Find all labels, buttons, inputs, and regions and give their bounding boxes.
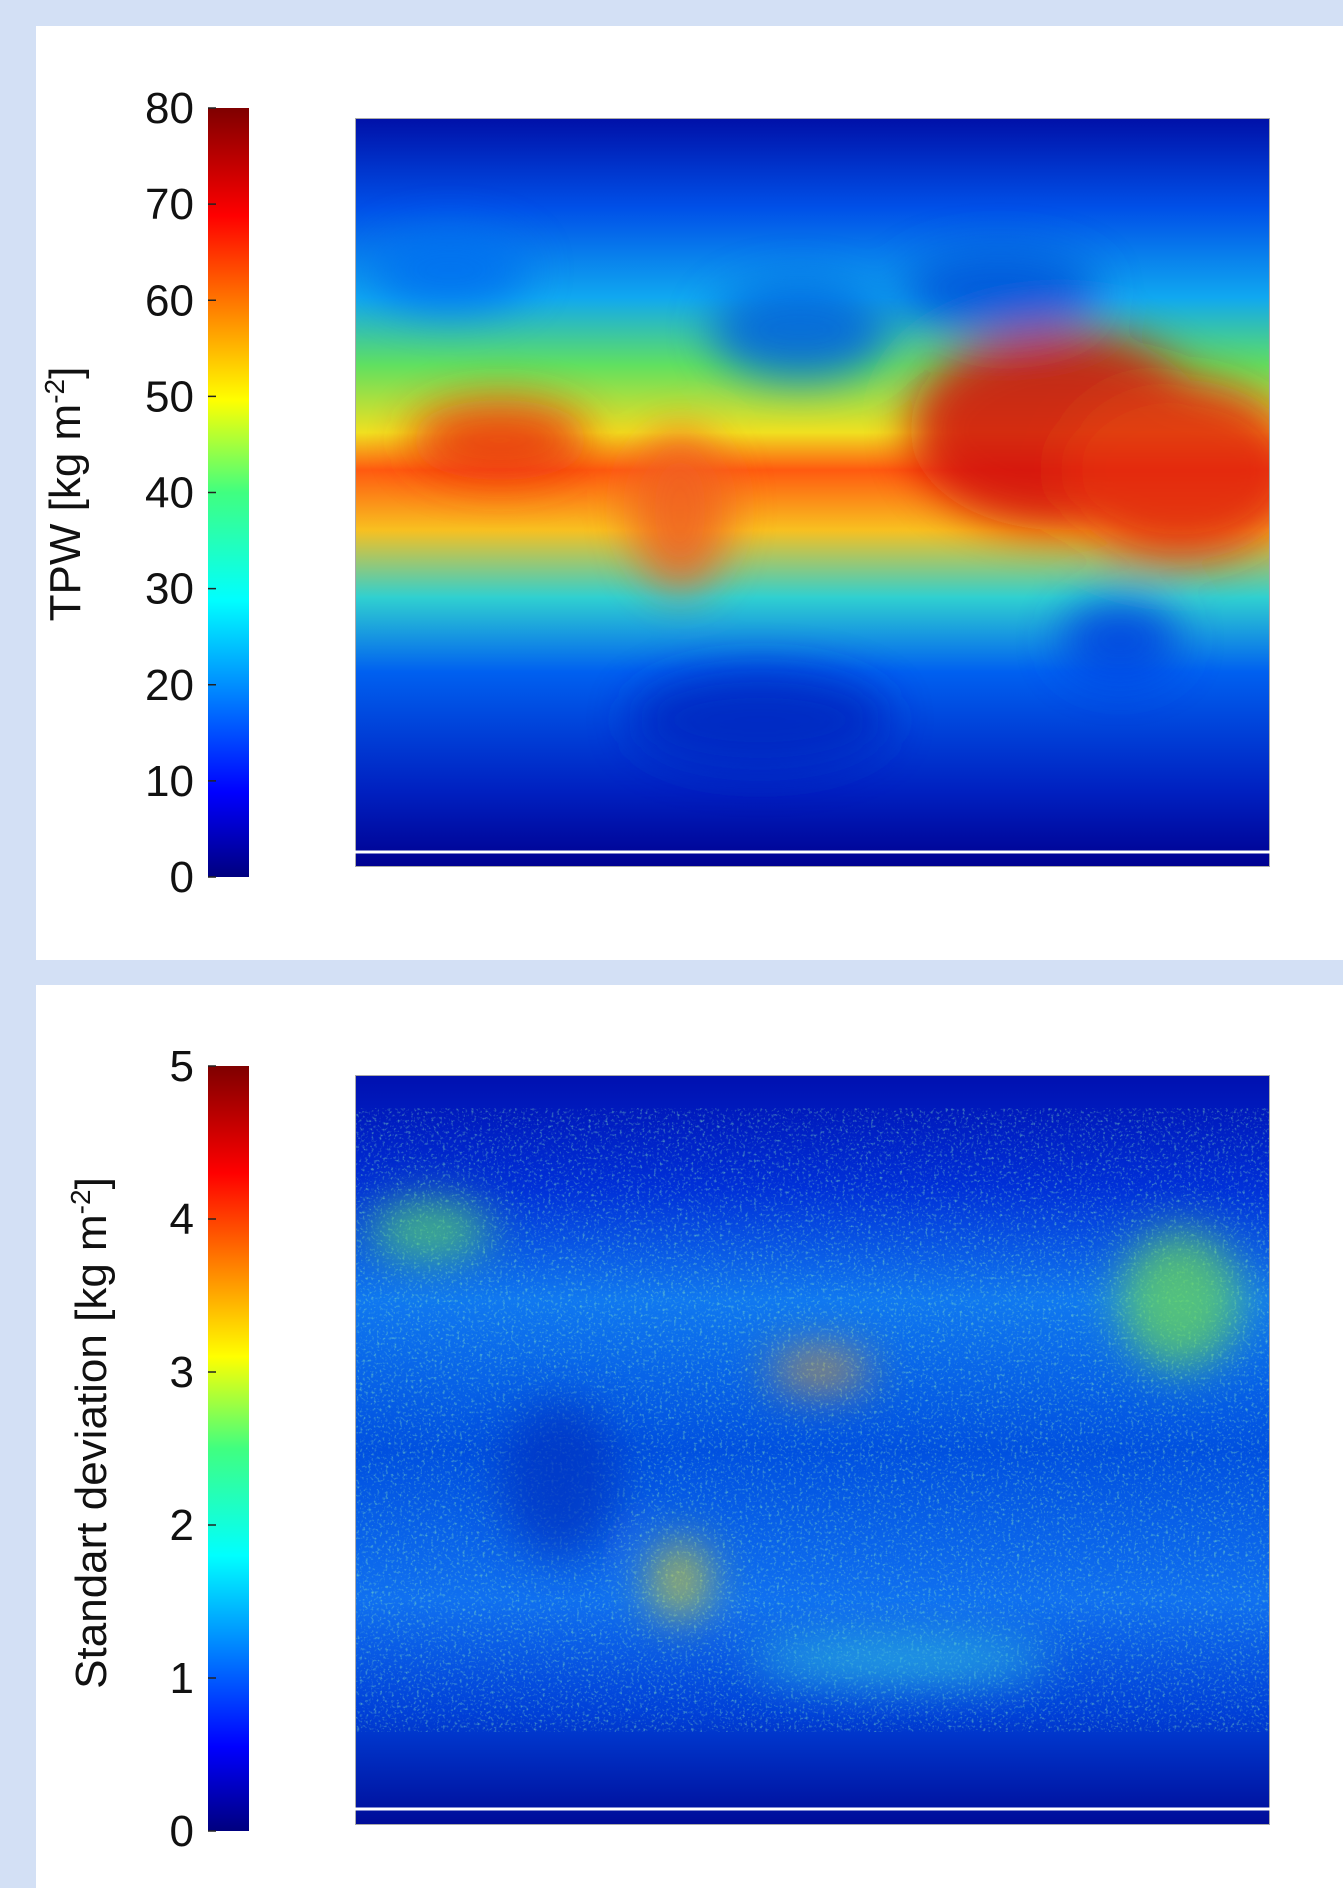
colorbar-label: TPW [kg m-2] — [39, 367, 90, 622]
label-superscript: -2 — [65, 1189, 96, 1214]
colorbar-tick-label: 20 — [145, 661, 194, 710]
std-map — [355, 1075, 1270, 1825]
colorbar-tick-label: 3 — [170, 1348, 194, 1397]
colorbar-tick-label: 0 — [170, 1807, 194, 1856]
label-suffix: ] — [67, 1177, 116, 1189]
colorbar-tick-label: 0 — [170, 853, 194, 902]
label-text: TPW [kg m — [41, 404, 90, 622]
colorbar-tick-label: 1 — [170, 1654, 194, 1703]
label-text: Standart deviation [kg m — [67, 1214, 116, 1688]
colorbar-tick-label: 40 — [145, 469, 194, 518]
tpw-map — [355, 118, 1270, 867]
colorbar-tick-label: 60 — [145, 276, 194, 325]
colorbar-tick-label: 4 — [170, 1195, 194, 1244]
label-suffix: ] — [41, 367, 90, 379]
colorbar-tick-label: 5 — [170, 1042, 194, 1091]
colorbar-tick-label: 80 — [145, 84, 194, 133]
label-superscript: -2 — [39, 379, 70, 404]
colorbar-tick-label: 70 — [145, 180, 194, 229]
colorbar-tick-label: 30 — [145, 565, 194, 614]
colorbar-tick-label: 10 — [145, 757, 194, 806]
colorbar-tick-label: 50 — [145, 372, 194, 421]
colorbar-label: Standart deviation [kg m-2] — [65, 1177, 116, 1689]
colorbar-tick-label: 2 — [170, 1501, 194, 1550]
colorbar — [208, 1066, 249, 1831]
